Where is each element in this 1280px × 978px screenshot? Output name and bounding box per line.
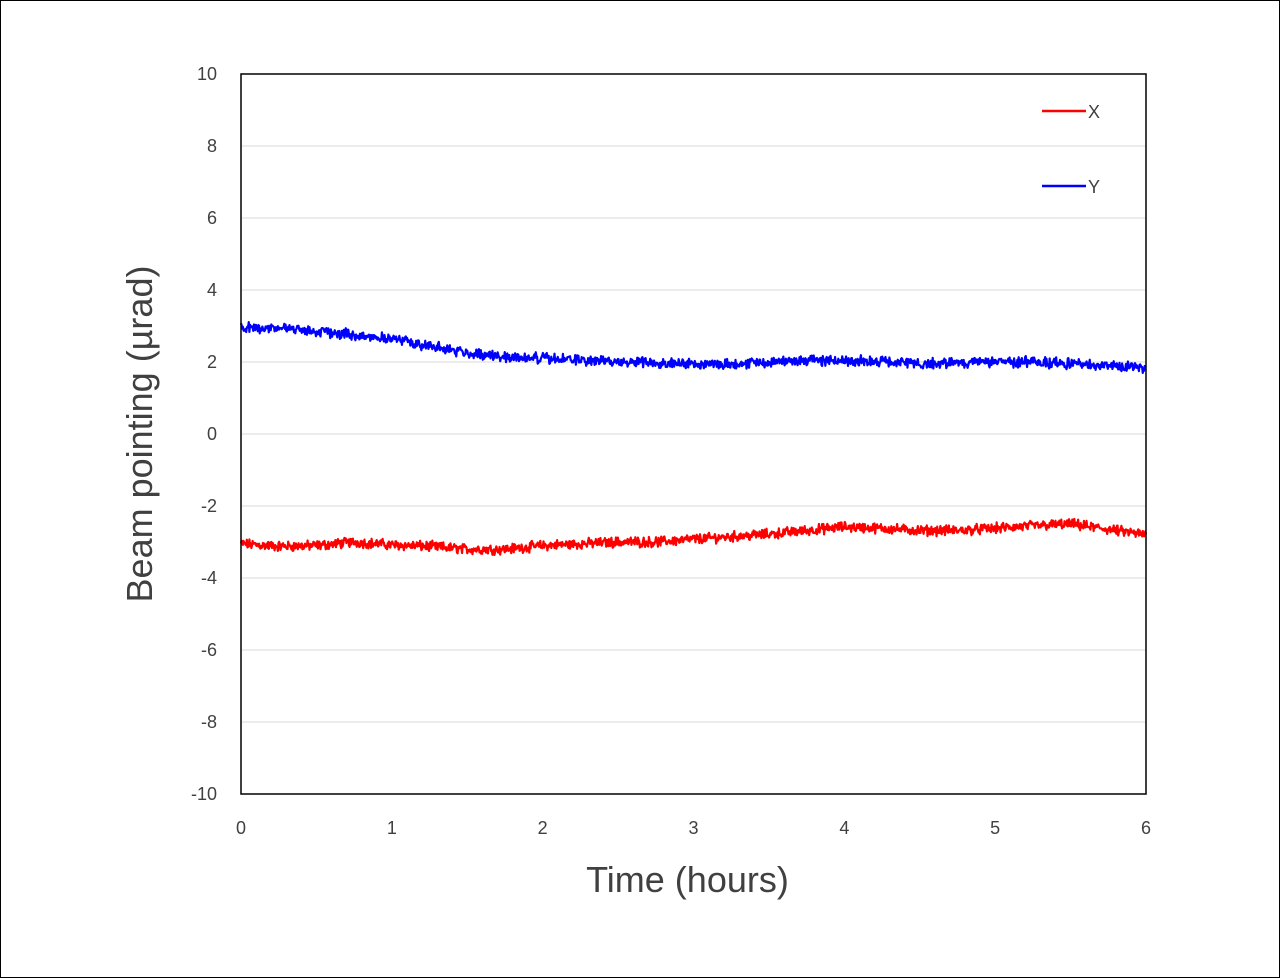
x-axis-ticks: 0 1 2 3 4 5 6	[236, 818, 1151, 838]
y-tick-label: -8	[201, 712, 217, 732]
y-tick-label: 2	[207, 352, 217, 372]
x-axis-title: Time (hours)	[586, 859, 789, 900]
x-tick-label: 4	[839, 818, 849, 838]
series-layer	[239, 321, 1148, 557]
y-tick-label: 10	[197, 64, 217, 84]
x-tick-label: 0	[236, 818, 246, 838]
legend-entry-y: Y	[1042, 177, 1100, 197]
plot-area-border	[240, 73, 1147, 795]
y-tick-label: 0	[207, 424, 217, 444]
y-tick-label: 4	[207, 280, 217, 300]
x-tick-label: 3	[688, 818, 698, 838]
x-tick-label: 2	[538, 818, 548, 838]
y-tick-label: -2	[201, 496, 217, 516]
y-tick-label: 8	[207, 136, 217, 156]
y-tick-label: -4	[201, 568, 217, 588]
x-tick-label: 5	[990, 818, 1000, 838]
y-axis-ticks: -10 -8 -6 -4 -2 0 2 4 6 8 10	[191, 64, 217, 804]
x-tick-label: 1	[387, 818, 397, 838]
y-tick-label: -6	[201, 640, 217, 660]
y-axis-title: Beam pointing (µrad)	[119, 266, 160, 603]
y-tick-label: 6	[207, 208, 217, 228]
legend-label: Y	[1088, 177, 1100, 197]
grid-lines	[241, 145, 1146, 723]
series-line-y	[239, 321, 1147, 374]
legend-entry-x: X	[1042, 102, 1100, 122]
y-tick-label: -10	[191, 784, 217, 804]
legend: XY	[1042, 102, 1100, 197]
x-tick-label: 6	[1141, 818, 1151, 838]
series-line-x	[239, 517, 1148, 557]
legend-label: X	[1088, 102, 1100, 122]
